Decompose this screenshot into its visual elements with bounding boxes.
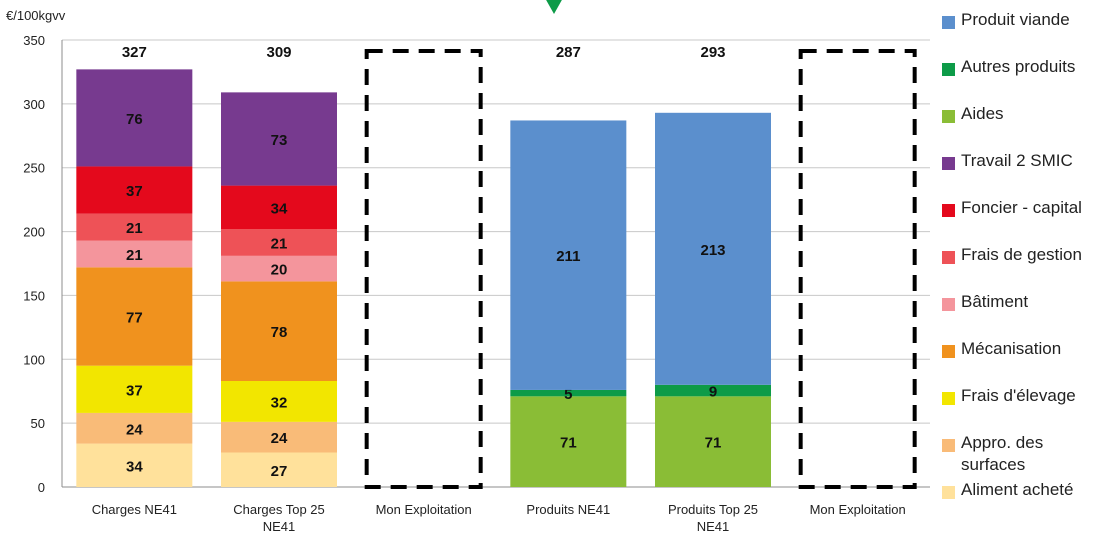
data-label: 71 (705, 435, 722, 452)
x-tick-label: Charges NE41 (92, 502, 177, 517)
legend-label: Aides (961, 103, 1096, 125)
data-label: 71 (560, 435, 577, 452)
placeholder-box (367, 51, 481, 487)
data-label: 37 (126, 382, 143, 399)
legend-swatch (942, 157, 955, 170)
data-label: 77 (126, 310, 143, 327)
legend-item: Travail 2 SMIC (940, 149, 1096, 196)
stacked-bar-chart: 0 50 100 150 200 250 300 350 Charges NE41 34 24 37 7… (0, 0, 936, 539)
y-tick-label: 300 (23, 97, 45, 112)
legend-swatch (942, 63, 955, 76)
legend-swatch (942, 345, 955, 358)
legend-item: Aides (940, 102, 1096, 149)
data-label: 21 (126, 220, 143, 237)
data-label: 20 (271, 262, 288, 279)
y-tick-label: 0 (38, 480, 45, 495)
y-tick-label: 350 (23, 33, 45, 48)
data-label: 21 (271, 235, 288, 252)
data-label: 37 (126, 183, 143, 200)
x-tick-label: Produits Top 25 NE41 (668, 502, 758, 534)
legend-item: Bâtiment (940, 290, 1096, 337)
legend-item: Foncier - capital (940, 196, 1096, 243)
total-label: 293 (700, 44, 725, 61)
legend-item: Frais de gestion (940, 243, 1096, 290)
placeholder-box (801, 51, 915, 487)
total-label: 287 (556, 44, 581, 61)
total-label: 327 (122, 44, 147, 61)
legend-label: Bâtiment (961, 291, 1096, 313)
legend-swatch (942, 392, 955, 405)
x-tick-label: Mon Exploitation (376, 502, 472, 517)
legend-label: Autres produits (961, 56, 1096, 78)
data-label: 24 (126, 421, 143, 438)
legend-item: Autres produits (940, 55, 1096, 102)
legend-label: Frais d'élevage (961, 385, 1096, 407)
data-label: 76 (126, 111, 143, 128)
data-label: 21 (126, 247, 143, 264)
legend-swatch (942, 110, 955, 123)
data-label: 34 (271, 200, 288, 217)
y-tick-label: 150 (23, 288, 45, 303)
data-label: 34 (126, 458, 143, 475)
legend-swatch (942, 298, 955, 311)
total-label: 309 (266, 44, 291, 61)
data-label: 9 (709, 384, 717, 401)
y-tick-label: 50 (31, 416, 45, 431)
legend-label: Aliment acheté (961, 479, 1096, 501)
legend-item: Aliment acheté (940, 478, 1096, 525)
data-label: 213 (700, 242, 725, 259)
y-tick-label: 100 (23, 352, 45, 367)
legend-label: Foncier - capital (961, 197, 1096, 219)
data-label: 78 (271, 324, 288, 341)
legend-swatch (942, 439, 955, 452)
legend-label: Travail 2 SMIC (961, 150, 1096, 172)
y-tick-label: 250 (23, 161, 45, 176)
legend-swatch (942, 16, 955, 29)
y-tick-label: 200 (23, 225, 45, 240)
legend-swatch (942, 251, 955, 264)
legend-item: Appro. des surfaces (940, 431, 1096, 478)
data-label: 73 (271, 132, 288, 149)
data-label: 24 (271, 430, 288, 447)
legend: Produit viande Autres produits Aides Travai… (940, 8, 1096, 525)
legend-item: Mécanisation (940, 337, 1096, 384)
data-label: 27 (271, 463, 288, 480)
data-label: 211 (556, 248, 580, 265)
legend-label: Produit viande (961, 9, 1096, 31)
data-label: 32 (271, 394, 288, 411)
legend-swatch (942, 486, 955, 499)
legend-label: Appro. des surfaces (961, 432, 1096, 476)
legend-label: Mécanisation (961, 338, 1096, 360)
legend-item: Frais d'élevage (940, 384, 1096, 431)
x-tick-label: Mon Exploitation (810, 502, 906, 517)
legend-swatch (942, 204, 955, 217)
legend-label: Frais de gestion (961, 244, 1096, 266)
x-tick-label: Charges Top 25 NE41 (233, 502, 325, 534)
x-tick-label: Produits NE41 (526, 502, 610, 517)
legend-item: Produit viande (940, 8, 1096, 55)
